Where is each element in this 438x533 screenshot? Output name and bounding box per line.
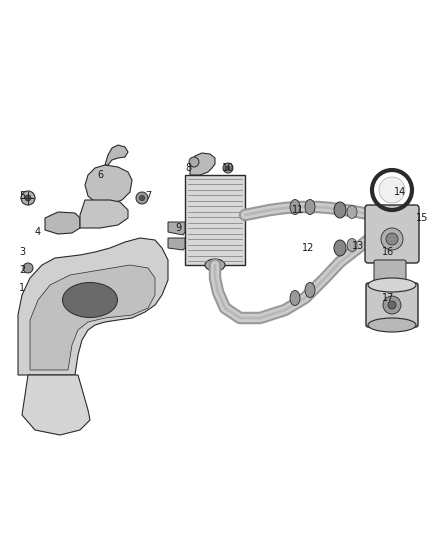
- Ellipse shape: [334, 202, 346, 218]
- Ellipse shape: [305, 199, 315, 214]
- Text: 2: 2: [19, 265, 25, 275]
- Ellipse shape: [305, 282, 315, 297]
- Polygon shape: [30, 265, 155, 370]
- Polygon shape: [105, 145, 128, 165]
- Circle shape: [189, 157, 199, 167]
- Ellipse shape: [205, 259, 225, 271]
- Circle shape: [383, 296, 401, 314]
- Circle shape: [223, 163, 233, 173]
- Circle shape: [25, 195, 31, 201]
- Text: 4: 4: [35, 227, 41, 237]
- FancyBboxPatch shape: [374, 260, 406, 286]
- Ellipse shape: [290, 199, 300, 214]
- Polygon shape: [22, 375, 90, 435]
- Circle shape: [23, 263, 33, 273]
- Circle shape: [388, 301, 396, 309]
- Text: 10: 10: [222, 163, 234, 173]
- Polygon shape: [168, 222, 185, 235]
- Text: 11: 11: [292, 205, 304, 215]
- Text: 13: 13: [352, 241, 364, 251]
- Ellipse shape: [347, 206, 357, 219]
- FancyBboxPatch shape: [185, 175, 245, 265]
- Circle shape: [21, 191, 35, 205]
- Ellipse shape: [381, 228, 403, 250]
- Text: 14: 14: [394, 187, 406, 197]
- Text: 5: 5: [19, 191, 25, 201]
- Circle shape: [226, 166, 230, 170]
- Ellipse shape: [290, 290, 300, 305]
- Text: 16: 16: [382, 247, 394, 257]
- Circle shape: [139, 196, 145, 200]
- Polygon shape: [80, 200, 128, 228]
- Ellipse shape: [334, 240, 346, 256]
- Polygon shape: [168, 238, 185, 250]
- Ellipse shape: [386, 233, 398, 245]
- Text: 6: 6: [97, 170, 103, 180]
- Text: 7: 7: [145, 191, 151, 201]
- Polygon shape: [18, 238, 168, 375]
- Polygon shape: [190, 153, 215, 175]
- Ellipse shape: [63, 282, 117, 318]
- Text: 9: 9: [175, 223, 181, 233]
- Circle shape: [136, 192, 148, 204]
- Text: 17: 17: [382, 293, 394, 303]
- FancyBboxPatch shape: [365, 205, 419, 263]
- Text: 1: 1: [19, 283, 25, 293]
- Text: 3: 3: [19, 247, 25, 257]
- Text: 12: 12: [302, 243, 314, 253]
- Polygon shape: [85, 165, 132, 204]
- Polygon shape: [45, 212, 80, 234]
- Ellipse shape: [347, 238, 357, 252]
- Text: 8: 8: [185, 163, 191, 173]
- Ellipse shape: [368, 318, 416, 332]
- Text: 15: 15: [416, 213, 428, 223]
- Ellipse shape: [368, 278, 416, 292]
- FancyBboxPatch shape: [366, 283, 418, 327]
- Circle shape: [379, 177, 405, 203]
